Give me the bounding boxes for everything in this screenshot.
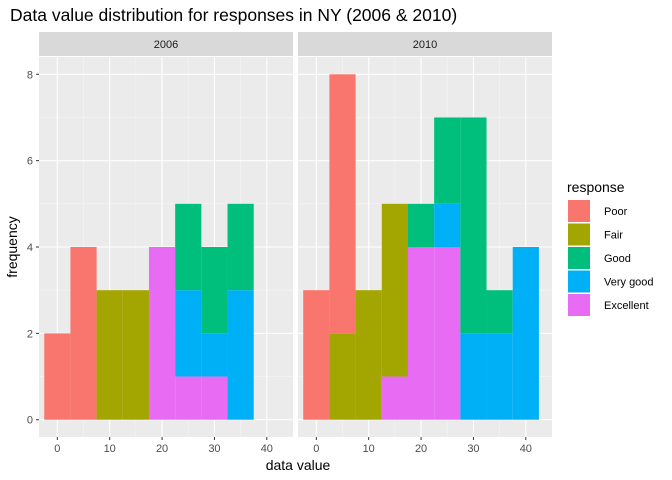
bar-segment-excellent (434, 247, 461, 420)
x-tick-label: 20 (415, 443, 427, 455)
bar-segment-good (227, 203, 254, 291)
bar-segment-very-good (201, 333, 228, 377)
x-axis-title: data value (266, 457, 331, 473)
legend-label-good: Good (604, 253, 631, 265)
y-tick-label: 2 (27, 328, 33, 340)
bar-segment-good (175, 203, 202, 291)
panel-2006: 2006 0 10 20 30 40 0 2 4 6 8 (27, 32, 293, 455)
legend-key-good (568, 247, 590, 269)
bar-segment-very-good (227, 290, 254, 420)
bar-segment-very-good (460, 333, 487, 420)
legend-label-excellent: Excellent (604, 300, 649, 312)
bar-segment-fair (122, 290, 149, 420)
y-tick-label: 6 (27, 156, 33, 168)
facet-strip-label: 2006 (154, 39, 178, 51)
y-tick-label: 4 (27, 242, 33, 254)
legend-title: response (567, 179, 625, 195)
x-tick-label: 0 (313, 443, 319, 455)
bar-segment-excellent (407, 247, 435, 420)
bar-segment-good (460, 117, 487, 334)
bar-segment-poor (303, 290, 330, 420)
legend-key-excellent (568, 294, 590, 316)
y-tick-label: 8 (27, 69, 33, 81)
bar-segment-very-good (512, 247, 539, 420)
bar-segment-poor (329, 74, 356, 334)
facet-strip (39, 32, 293, 56)
legend-key-very-good (568, 270, 590, 293)
bar-segment-very-good (434, 203, 461, 247)
x-tick-label: 30 (208, 443, 220, 455)
bar-segment-good (407, 203, 435, 247)
bar-segment-good (201, 247, 228, 334)
bar-segment-excellent (201, 376, 228, 420)
bar-segment-poor (44, 333, 71, 420)
panel-2010: 2010 0 10 20 30 40 (298, 32, 552, 455)
x-tick-label: 40 (261, 443, 273, 455)
y-axis-title: frequency (4, 216, 20, 277)
bar-segment-excellent (175, 376, 202, 420)
x-tick-label: 0 (54, 443, 60, 455)
legend-key-fair (568, 223, 590, 246)
x-tick-label: 20 (156, 443, 168, 455)
bar-segment-fair (381, 203, 408, 377)
y-tick-label: 0 (27, 415, 33, 427)
legend-label-poor: Poor (604, 206, 628, 218)
legend: response Poor Fair Good Very good Excellent (567, 179, 654, 316)
legend-label-very-good: Very good (604, 277, 654, 289)
legend-label-fair: Fair (604, 230, 623, 242)
chart-title: Data value distribution for responses in… (10, 5, 457, 25)
x-tick-label: 10 (363, 443, 375, 455)
bar-segment-fair (96, 290, 123, 420)
bar-segment-good (486, 290, 513, 334)
bar-segment-fair (355, 290, 382, 420)
bar-segment-excellent (148, 247, 176, 420)
panels-layer: 2006 0 10 20 30 40 0 2 4 6 8 2010 0 10 20 30 40 (27, 32, 552, 455)
legend-key-poor (568, 200, 590, 222)
bar-segment-fair (329, 333, 356, 420)
bar-segment-excellent (381, 376, 408, 420)
bar-segment-poor (70, 247, 97, 420)
bar-segment-good (434, 117, 461, 204)
x-tick-label: 10 (104, 443, 116, 455)
x-tick-label: 30 (467, 443, 479, 455)
bar-segment-very-good (486, 333, 513, 420)
x-tick-label: 40 (520, 443, 532, 455)
facet-strip (298, 32, 552, 56)
facet-strip-label: 2010 (413, 39, 437, 51)
bar-segment-very-good (175, 290, 202, 377)
